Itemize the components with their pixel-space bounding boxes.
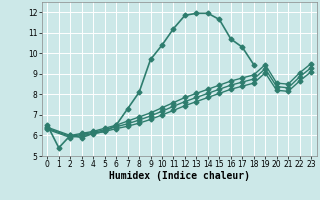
X-axis label: Humidex (Indice chaleur): Humidex (Indice chaleur) xyxy=(109,171,250,181)
